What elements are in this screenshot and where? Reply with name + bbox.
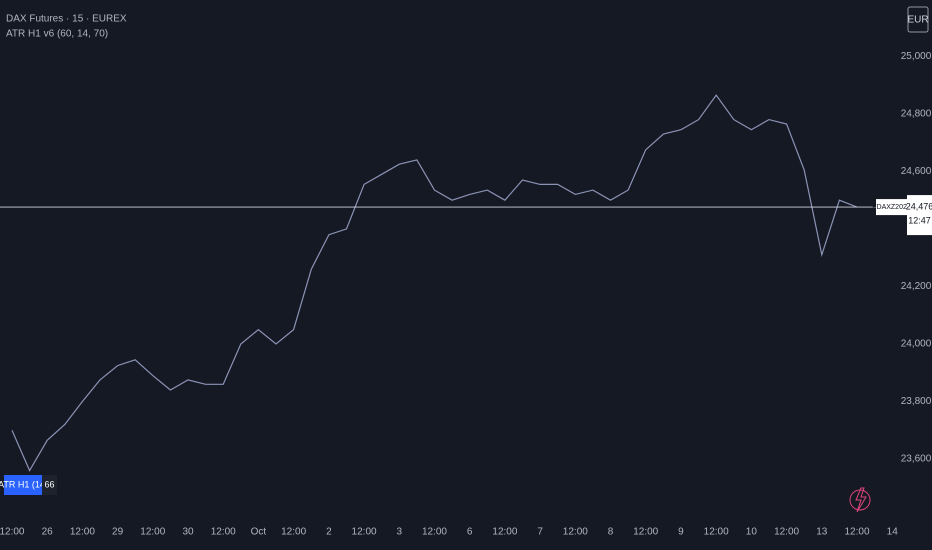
chart-title: DAX Futures · 15 · EUREX bbox=[6, 14, 127, 25]
x-tick-label: 12:00 bbox=[774, 527, 799, 538]
x-tick-label: 29 bbox=[112, 527, 124, 538]
x-tick-label: 12:00 bbox=[140, 527, 165, 538]
x-tick-label: 30 bbox=[182, 527, 194, 538]
x-tick-label: 12:00 bbox=[633, 527, 658, 538]
x-tick-label: 13 bbox=[816, 527, 828, 538]
x-tick-label: 6 bbox=[467, 527, 473, 538]
x-tick-label: 14 bbox=[887, 527, 899, 538]
x-tick-label: 3 bbox=[396, 527, 402, 538]
y-tick-label: 24,200 bbox=[901, 281, 932, 292]
x-tick-label: 9 bbox=[678, 527, 684, 538]
indicator-box bbox=[4, 475, 42, 495]
x-tick-label: 12:00 bbox=[704, 527, 729, 538]
x-tick-label: 12:00 bbox=[352, 527, 377, 538]
alert-icon[interactable] bbox=[855, 487, 867, 513]
x-tick-label: 12:00 bbox=[281, 527, 306, 538]
indicator-value-box bbox=[42, 475, 57, 495]
symbol-label: FDAXZ2025 bbox=[872, 204, 911, 211]
price-box bbox=[907, 195, 932, 236]
x-tick-label: 2 bbox=[326, 527, 332, 538]
x-tick-label: 7 bbox=[537, 527, 543, 538]
symbol-box bbox=[876, 199, 907, 216]
y-tick-label: 24,600 bbox=[901, 166, 932, 177]
indicator-label: ATR H1 (14) bbox=[0, 479, 48, 489]
x-tick-label: 12:00 bbox=[0, 527, 25, 538]
x-tick-label: 26 bbox=[42, 527, 54, 538]
chart-subtitle: ATR H1 v6 (60, 14, 70) bbox=[6, 29, 108, 40]
countdown: 12:47 bbox=[908, 215, 931, 225]
x-tick-label: 8 bbox=[608, 527, 614, 538]
x-tick-label: 12:00 bbox=[563, 527, 588, 538]
last-price: 24,476 bbox=[906, 201, 932, 211]
x-tick-label: Oct bbox=[251, 527, 267, 538]
x-tick-label: 12:00 bbox=[70, 527, 95, 538]
y-tick-label: 24,000 bbox=[901, 339, 932, 350]
currency[interactable]: EUR bbox=[907, 15, 928, 26]
x-tick-label: 12:00 bbox=[844, 527, 869, 538]
alert-ring[interactable] bbox=[849, 489, 871, 511]
price-line bbox=[11, 94, 858, 472]
y-tick-label: 24,800 bbox=[901, 109, 932, 120]
x-tick-label: 12:00 bbox=[211, 527, 236, 538]
currency-box[interactable] bbox=[907, 6, 929, 33]
x-tick-label: 12:00 bbox=[422, 527, 447, 538]
y-tick-label: 25,000 bbox=[901, 51, 932, 62]
y-tick-label: 23,600 bbox=[901, 454, 932, 465]
y-tick-label: 23,800 bbox=[901, 396, 932, 407]
x-tick-label: 12:00 bbox=[492, 527, 517, 538]
indicator-value: 66 bbox=[44, 479, 54, 489]
x-tick-label: 10 bbox=[746, 527, 758, 538]
